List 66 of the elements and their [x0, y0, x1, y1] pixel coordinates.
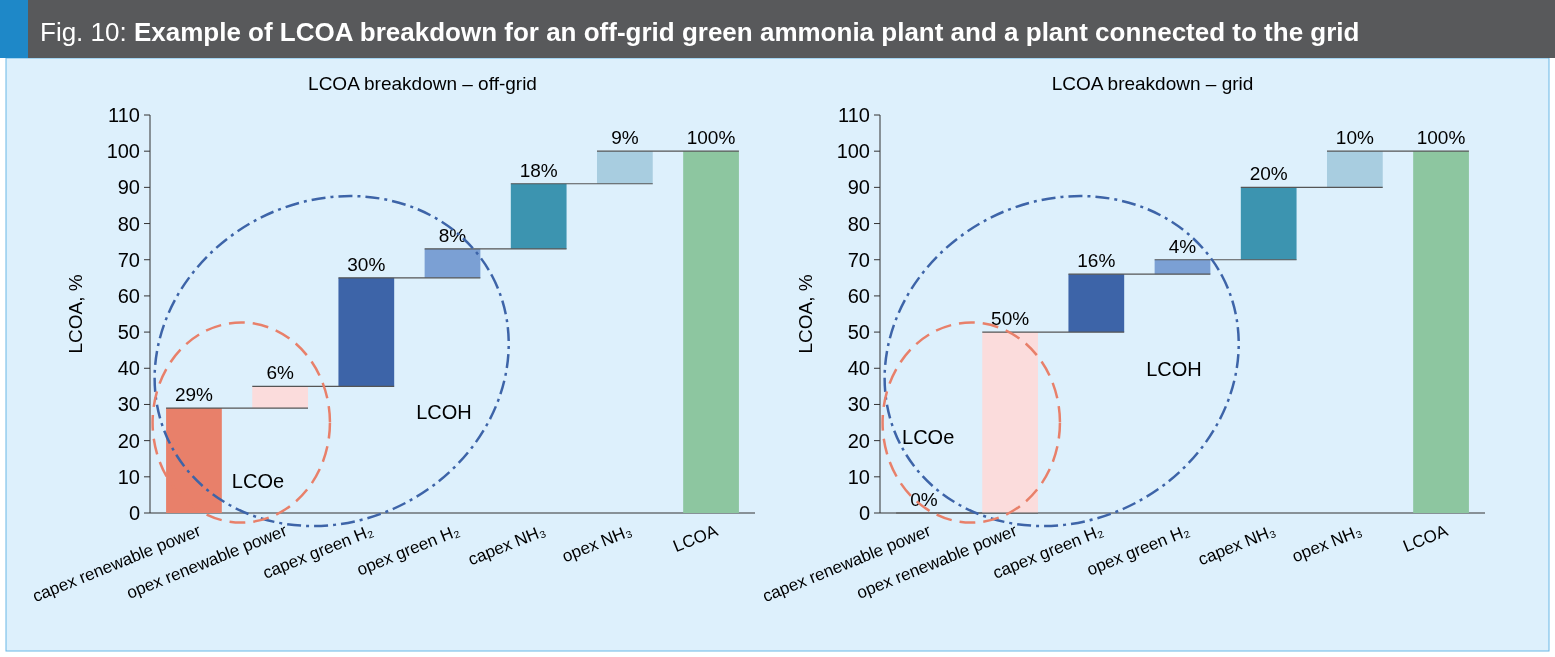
- data-label: 9%: [611, 127, 639, 149]
- data-label: 20%: [1249, 163, 1288, 185]
- y-tick-label: 80: [847, 212, 870, 235]
- x-tick-label: LCOA: [670, 520, 722, 557]
- bar: [1068, 274, 1125, 333]
- bar: [596, 151, 653, 184]
- bar: [1240, 187, 1297, 260]
- data-label: 29%: [174, 384, 214, 406]
- caption: Fig. 10: Example of LCOA breakdown for an off-grid green ammonia plant and a plant connected to the grid: [40, 17, 1360, 47]
- bar: [338, 277, 395, 387]
- y-tick-label: 20: [117, 429, 140, 452]
- y-tick-label: 0: [128, 502, 140, 524]
- chart-title: LCOA breakdown – grid: [1051, 73, 1254, 94]
- bar: [683, 151, 739, 513]
- bar: [424, 248, 481, 278]
- bar: [1154, 259, 1211, 275]
- y-tick-label: 0: [858, 502, 870, 524]
- y-tick-label: 40: [847, 357, 870, 380]
- y-tick-label: 50: [117, 321, 140, 344]
- bar: [510, 183, 567, 249]
- y-tick-label: 30: [117, 393, 140, 416]
- x-tick-label: capex NH₃: [465, 521, 549, 570]
- y-tick-label: 70: [847, 248, 870, 271]
- x-tick-label: opex NH₃: [1289, 521, 1365, 567]
- data-label: 6%: [266, 362, 294, 384]
- y-tick-label: 90: [117, 176, 140, 199]
- annotation: LCOe: [902, 426, 955, 449]
- y-tick-label: 90: [847, 176, 870, 199]
- y-tick-label: 110: [108, 104, 140, 126]
- bar: [1413, 151, 1469, 513]
- data-label: 100%: [686, 127, 736, 149]
- y-tick-label: 10: [847, 465, 870, 488]
- data-label: 50%: [991, 308, 1030, 330]
- data-label: 16%: [1077, 250, 1116, 272]
- x-tick-label: capex NH₃: [1195, 521, 1279, 570]
- data-label: 4%: [1168, 235, 1197, 257]
- data-label: 8%: [438, 224, 467, 246]
- bar: [166, 408, 222, 513]
- y-tick-label: 50: [847, 321, 870, 344]
- data-label: 100%: [1416, 127, 1466, 149]
- bar: [1326, 151, 1383, 188]
- annotation: LCOH: [1146, 357, 1202, 380]
- chart-title: LCOA breakdown – off-grid: [308, 73, 537, 94]
- y-axis-title: LCOA, %: [795, 274, 816, 354]
- data-label: 0%: [910, 489, 938, 510]
- bar: [252, 386, 309, 409]
- y-tick-label: 20: [847, 429, 870, 452]
- data-label: 30%: [347, 253, 386, 275]
- annotation: LCOe: [231, 469, 285, 492]
- y-tick-label: 60: [847, 284, 870, 307]
- y-tick-label: 70: [117, 248, 140, 271]
- data-label: 10%: [1335, 127, 1374, 149]
- bar: [982, 332, 1039, 513]
- y-tick-label: 100: [106, 140, 140, 163]
- data-label: 18%: [519, 159, 558, 181]
- x-tick-label: LCOA: [1400, 520, 1452, 557]
- y-tick-label: 40: [117, 357, 140, 380]
- y-tick-label: 60: [117, 284, 140, 307]
- y-tick-label: 100: [836, 140, 870, 163]
- annotation: LCOH: [416, 400, 472, 423]
- y-tick-label: 80: [117, 212, 140, 235]
- y-tick-label: 110: [838, 104, 870, 126]
- y-axis-title: LCOA, %: [65, 274, 86, 354]
- x-tick-label: opex NH₃: [559, 521, 635, 567]
- y-tick-label: 10: [117, 465, 140, 488]
- y-tick-label: 30: [847, 393, 870, 416]
